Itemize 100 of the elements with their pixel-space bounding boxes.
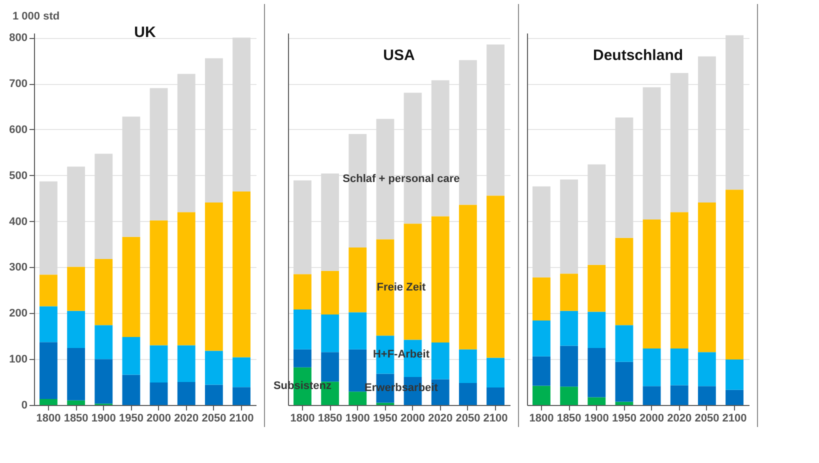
bar bbox=[67, 310, 86, 348]
bar bbox=[94, 359, 113, 404]
x-tick-label: 1850 bbox=[64, 412, 88, 424]
bar bbox=[642, 386, 661, 405]
bar bbox=[458, 349, 477, 383]
bar bbox=[588, 312, 606, 348]
x-tick-label: 2000 bbox=[400, 412, 426, 424]
bar bbox=[122, 236, 140, 338]
x-tick-label: 1900 bbox=[345, 412, 370, 424]
text: Deutschland bbox=[592, 47, 684, 64]
bar bbox=[642, 348, 661, 386]
bar bbox=[150, 220, 168, 346]
x-tick-label: 2100 bbox=[229, 412, 254, 424]
x-tick-label: 2000 bbox=[640, 412, 664, 424]
bar bbox=[177, 382, 196, 405]
series-label: Schlaf + personal care bbox=[342, 173, 460, 186]
x-tick-label: 1950 bbox=[612, 412, 636, 424]
y-tick-label: 800 bbox=[9, 32, 28, 44]
y-tick-label: 400 bbox=[9, 216, 28, 228]
bar bbox=[204, 202, 223, 351]
x-tick-label: 1800 bbox=[36, 412, 61, 424]
bar bbox=[670, 348, 688, 386]
bar bbox=[532, 386, 550, 405]
bar bbox=[698, 202, 716, 352]
bar bbox=[726, 390, 744, 405]
y-axis-title: 1 000 std bbox=[12, 10, 60, 22]
y-tick-label: 0 bbox=[21, 400, 28, 412]
y-tick-label: 300 bbox=[9, 262, 28, 274]
bar bbox=[122, 337, 140, 375]
bar bbox=[588, 348, 606, 398]
bar bbox=[615, 325, 634, 362]
bar bbox=[532, 356, 550, 386]
bar bbox=[560, 386, 578, 405]
bar bbox=[294, 349, 312, 368]
bar bbox=[615, 402, 634, 405]
bar bbox=[321, 352, 340, 382]
bar bbox=[40, 306, 58, 342]
bar bbox=[588, 264, 606, 312]
bar bbox=[698, 352, 716, 386]
bar bbox=[232, 387, 250, 405]
x-tick-label: 1800 bbox=[290, 412, 315, 424]
bar bbox=[67, 266, 86, 311]
x-tick-label: 2050 bbox=[456, 412, 480, 424]
bar bbox=[94, 258, 113, 326]
bar bbox=[122, 374, 140, 405]
x-tick-label: 2100 bbox=[483, 412, 508, 424]
bar bbox=[232, 357, 250, 388]
bar bbox=[642, 219, 661, 349]
bar bbox=[458, 204, 477, 350]
bar bbox=[204, 384, 223, 405]
bar bbox=[560, 310, 578, 346]
bar bbox=[486, 388, 504, 405]
bar bbox=[294, 274, 312, 310]
bar bbox=[150, 382, 168, 405]
bar bbox=[560, 274, 578, 311]
bar bbox=[615, 362, 634, 402]
bar bbox=[726, 190, 744, 360]
bar bbox=[486, 358, 504, 388]
x-tick-label: 1950 bbox=[118, 412, 144, 424]
series-label: Subsistenz bbox=[273, 380, 332, 392]
x-tick-label: 1950 bbox=[372, 412, 398, 424]
bar bbox=[486, 196, 504, 358]
bar bbox=[204, 350, 223, 385]
x-tick-label: 1800 bbox=[529, 412, 554, 424]
x-tick-label: 2050 bbox=[694, 412, 720, 424]
x-tick-label: 2020 bbox=[667, 412, 692, 424]
bar bbox=[726, 360, 744, 390]
bar bbox=[458, 382, 477, 405]
bar bbox=[67, 348, 86, 400]
bar bbox=[348, 312, 367, 350]
x-tick-label: 2020 bbox=[174, 412, 199, 424]
bar bbox=[40, 342, 58, 400]
bar bbox=[348, 349, 367, 392]
bar bbox=[431, 342, 450, 380]
y-tick-label: 500 bbox=[9, 170, 28, 182]
x-tick-label: 2000 bbox=[146, 412, 172, 424]
x-tick-label: 1900 bbox=[584, 412, 609, 424]
bar bbox=[177, 212, 196, 346]
y-tick-label: 100 bbox=[9, 354, 28, 366]
bar bbox=[670, 385, 688, 405]
bar bbox=[294, 309, 312, 350]
bar bbox=[321, 314, 340, 352]
bar bbox=[588, 397, 606, 405]
bar bbox=[321, 270, 340, 315]
bar bbox=[348, 247, 367, 312]
bar bbox=[670, 212, 688, 349]
bar bbox=[560, 346, 578, 387]
bar bbox=[698, 386, 716, 405]
bar bbox=[67, 400, 86, 405]
bar bbox=[232, 191, 250, 358]
bar bbox=[532, 320, 550, 356]
x-tick-label: 1850 bbox=[556, 412, 582, 424]
chart-title: UK bbox=[134, 24, 156, 41]
bar bbox=[431, 216, 450, 343]
x-tick-label: 2100 bbox=[722, 412, 747, 424]
bar bbox=[348, 392, 367, 405]
bar bbox=[177, 345, 196, 382]
text: USA bbox=[383, 47, 415, 64]
bar bbox=[40, 399, 58, 405]
bar bbox=[532, 277, 550, 320]
